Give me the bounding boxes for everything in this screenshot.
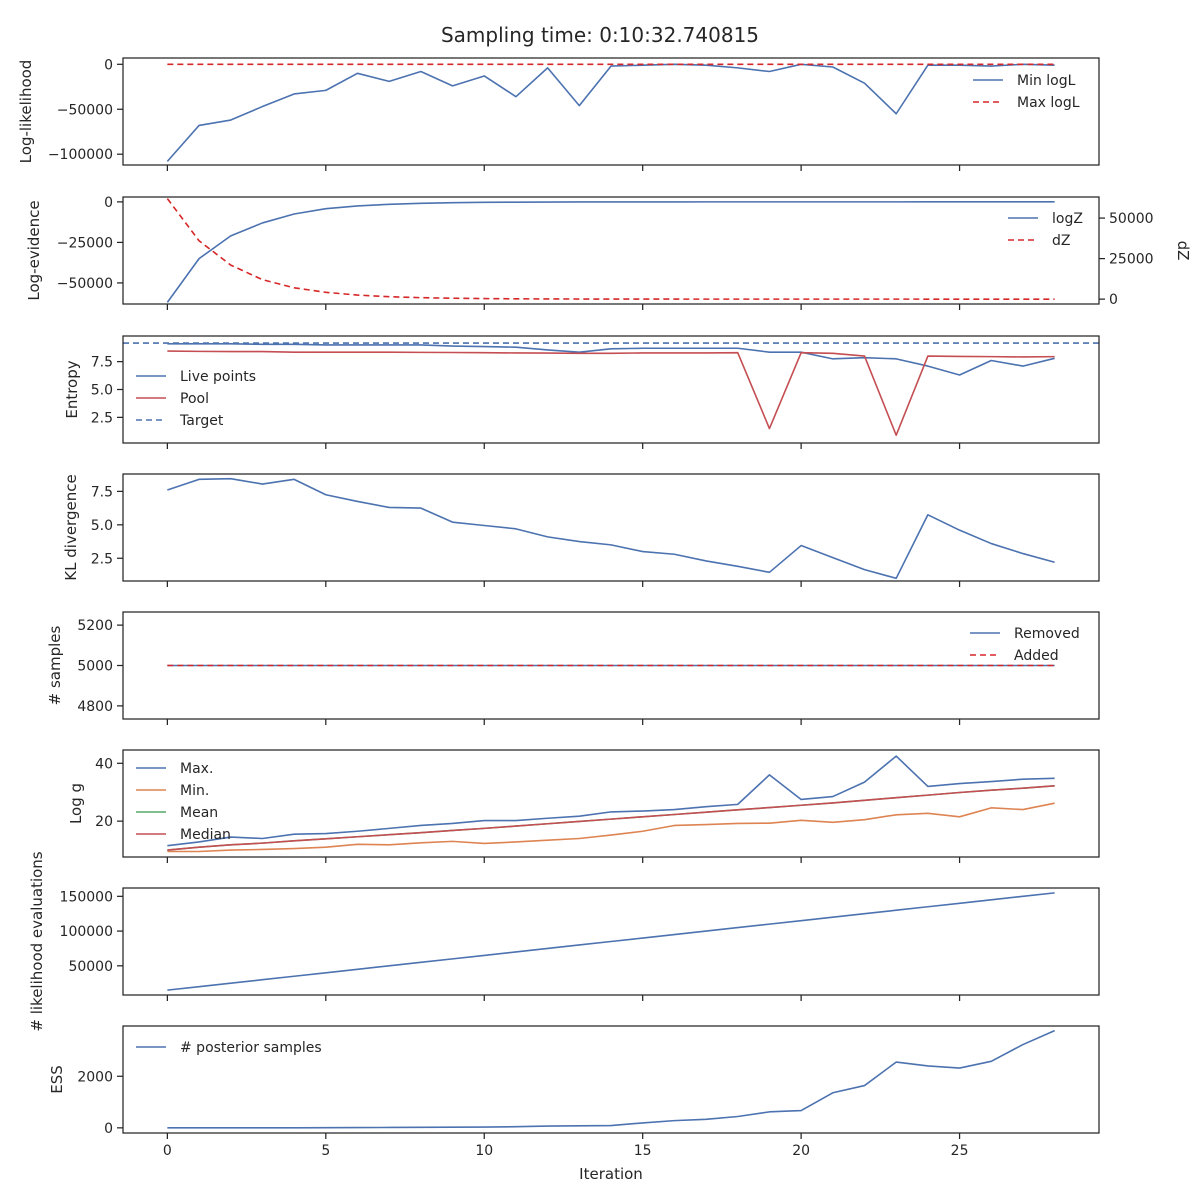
legend-entry: Max. (180, 761, 213, 777)
x-tick-label: 15 (634, 1143, 652, 1159)
y-tick-label: −100000 (48, 147, 113, 163)
series-min-logl (166, 63, 1055, 162)
y-tick-label: 7.5 (91, 355, 113, 371)
y-tick-label: 2000 (77, 1069, 113, 1085)
x-tick-label: 0 (163, 1143, 172, 1159)
y-tick-label: 100000 (60, 924, 113, 940)
legend: Max. Min. Mean Median (136, 761, 231, 843)
panel-5: 4800 5000 5200 # samples Removed Added (46, 611, 1100, 725)
panels: 0 −50000 −100000 Log-likelihood Min logL Max … (17, 57, 1192, 1159)
y-tick-label: 50000 (68, 959, 113, 975)
y-tick-label: 5.0 (91, 518, 113, 534)
x-tick-label: 20 (792, 1143, 810, 1159)
panel-3: 2.5 5.0 7.5 Entropy Live points Pool Target (63, 335, 1100, 449)
legend: Min logL Max logL (973, 73, 1080, 111)
panel-7: 50000 100000 150000 # likelihood evaluation… (28, 851, 1100, 1032)
legend-entry: # posterior samples (180, 1040, 322, 1056)
legend-entry: Max logL (1017, 95, 1080, 111)
y-axis-label: # samples (46, 625, 64, 705)
axes-frame (122, 887, 1100, 996)
legend-entry: Added (1014, 648, 1059, 664)
x-tick-label: 5 (321, 1143, 330, 1159)
series-line (167, 892, 1055, 991)
y-tick-label: 2.5 (91, 410, 113, 426)
series-median (167, 785, 1055, 851)
y-tick-label: 7.5 (91, 484, 113, 500)
y-tick-label-right: 0 (1109, 292, 1118, 308)
y-axis-label: KL divergence (62, 474, 80, 580)
plot-area (167, 755, 1055, 853)
series-live-points (167, 342, 1055, 376)
panel-2: 0 −25000 −50000 0 25000 50000 dZ Log-evidence lo… (25, 195, 1192, 310)
legend: logZ dZ (1008, 211, 1083, 249)
y-tick-label: 5.0 (91, 383, 113, 399)
panel-4: 2.5 5.0 7.5 KL divergence (62, 473, 1100, 587)
legend-entry: Removed (1014, 626, 1080, 642)
legend-entry: logZ (1052, 211, 1083, 227)
series-dz (166, 198, 1055, 300)
y-axis-label: ESS (48, 1065, 66, 1094)
legend-entry: Target (179, 413, 224, 429)
y-axis-label: Log-evidence (25, 200, 43, 300)
x-tick-label: 25 (951, 1143, 969, 1159)
series-logz (166, 201, 1055, 303)
legend-entry: Live points (180, 369, 256, 385)
y-tick-label-right: 50000 (1109, 211, 1154, 227)
y-tick-label: −50000 (57, 102, 113, 118)
x-axis-label: Iteration (579, 1165, 643, 1183)
y-tick-label-right: 25000 (1109, 252, 1154, 268)
legend-entry: Median (180, 827, 231, 843)
series--posterior-samples (167, 1029, 1055, 1129)
y-axis-label: Log-likelihood (17, 60, 35, 164)
legend: # posterior samples (136, 1040, 322, 1056)
panel-6: 20 40 Log g Max. Min. Mean Median (67, 749, 1100, 863)
series-min- (167, 802, 1055, 853)
plot-area (166, 63, 1055, 162)
series-max- (167, 755, 1055, 847)
plot-area (123, 342, 1099, 437)
legend-entry: Pool (180, 391, 209, 407)
axes-frame (122, 57, 1100, 166)
plot-area (167, 1029, 1055, 1129)
y-tick-label: −25000 (57, 235, 113, 251)
y-axis-label: Log g (67, 783, 85, 824)
x-tick-label: 10 (475, 1143, 493, 1159)
y-axis-label: Entropy (63, 360, 81, 418)
y-tick-label: 4800 (77, 699, 113, 715)
y-tick-label: 20 (95, 814, 113, 830)
legend: Live points Pool Target (136, 369, 256, 429)
legend-entry: dZ (1052, 233, 1070, 249)
y-tick-label: 5200 (77, 618, 113, 634)
axes-frame (122, 1025, 1100, 1134)
y-tick-label: 5000 (77, 659, 113, 675)
y-axis-label: # likelihood evaluations (28, 851, 46, 1031)
series-line (167, 477, 1055, 580)
axes-frame (122, 473, 1100, 582)
axes-frame (122, 196, 1100, 305)
plot-area (167, 477, 1055, 580)
y-tick-label: 0 (104, 1121, 113, 1137)
figure-title: Sampling time: 0:10:32.740815 (441, 23, 759, 47)
legend-entry: Min logL (1017, 73, 1076, 89)
y-tick-label: 150000 (60, 889, 113, 905)
axes-frame (122, 611, 1100, 720)
legend-entry: Mean (180, 805, 218, 821)
legend-entry: Min. (180, 783, 209, 799)
y-tick-label: 0 (104, 195, 113, 211)
y-tick-label: −50000 (57, 276, 113, 292)
y-tick-label: 2.5 (91, 551, 113, 567)
legend: Removed Added (970, 626, 1080, 664)
axes-frame (122, 749, 1100, 858)
plot-area (166, 198, 1055, 303)
axes-frame (122, 335, 1100, 444)
panel-1: 0 −50000 −100000 Log-likelihood Min logL Max … (17, 57, 1100, 171)
series-pool (167, 350, 1055, 437)
y-tick-label: 0 (104, 57, 113, 73)
y-axis-label-right: dZ (1174, 241, 1192, 261)
panel-8: 0 5 10 15 20 25 0 2000 ESS # posterior samples (48, 1025, 1100, 1159)
plot-area (167, 892, 1055, 991)
y-tick-label: 40 (95, 756, 113, 772)
